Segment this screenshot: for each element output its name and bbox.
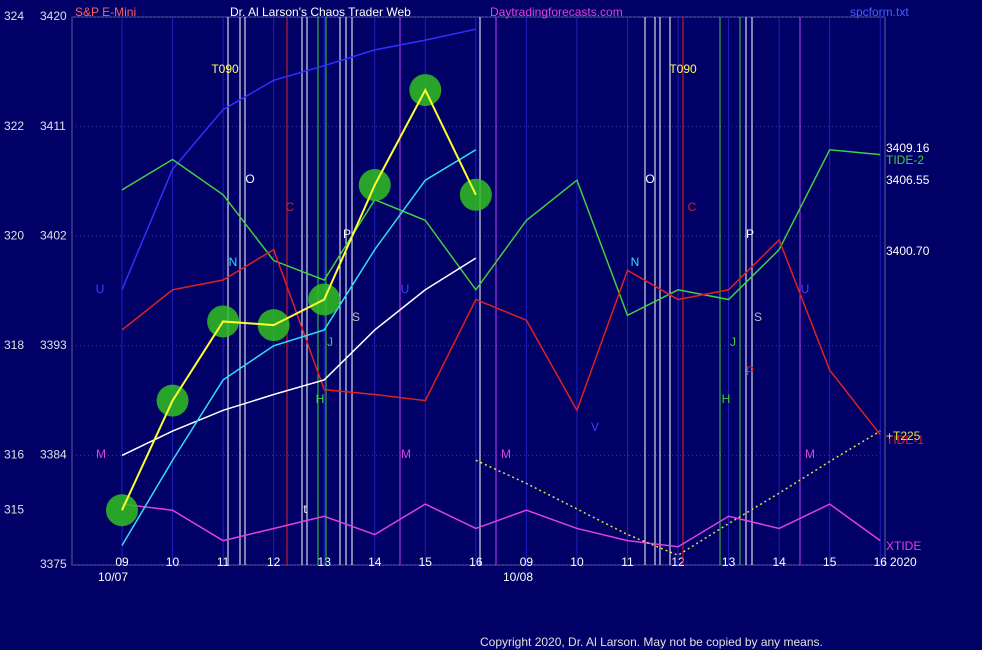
annotation: U	[401, 282, 410, 296]
y-tick-label: 3411	[40, 119, 66, 133]
date-label: 10/08	[503, 570, 533, 584]
y2-tick-label: 316	[4, 448, 24, 462]
x-tick-label: 12	[267, 555, 281, 569]
level-label: 3409.16	[886, 141, 930, 155]
annotation: J	[327, 335, 333, 349]
series-line	[121, 503, 881, 548]
series-line	[121, 148, 881, 317]
annotation: M	[805, 447, 815, 461]
annotation: J	[730, 335, 736, 349]
series-line	[121, 87, 477, 511]
annotation: P	[746, 227, 754, 241]
x-tick-label: 12	[671, 555, 685, 569]
annotation: O	[645, 172, 654, 186]
x-tick-label: 15	[823, 555, 837, 569]
annotation: H	[316, 392, 325, 406]
annotation: U	[801, 282, 810, 296]
legend-label: TIDE-2	[886, 153, 924, 167]
series-line	[121, 149, 477, 546]
legend-label: TIDE-1	[886, 433, 924, 447]
x-tick-label: 09	[115, 555, 129, 569]
plot-frame	[71, 16, 886, 566]
series-line	[121, 238, 881, 436]
x-tick-label: 13	[318, 555, 332, 569]
y-tick-label: 3402	[40, 228, 67, 242]
annotation: M	[501, 447, 511, 461]
copyright: Copyright 2020, Dr. Al Larson. May not b…	[480, 635, 823, 649]
annotation: P	[343, 227, 351, 241]
x-tick-label: 16	[469, 555, 483, 569]
y2-tick-label: 322	[4, 119, 24, 133]
year-label: 2020	[890, 555, 917, 569]
site: Daytradingforecasts.com	[490, 5, 623, 19]
y-tick-label: 3375	[40, 557, 67, 571]
file-name: spcform.txt	[850, 5, 909, 19]
annotation: H	[722, 392, 731, 406]
y2-tick-label: 318	[4, 338, 24, 352]
level-label: 3400.70	[886, 244, 930, 258]
x-tick-label: 09	[520, 555, 534, 569]
legend-label: XTIDE	[886, 539, 921, 553]
x-tick-label: 13	[722, 555, 736, 569]
series-line	[121, 28, 477, 291]
x-tick-label: 14	[772, 555, 786, 569]
x-tick-label: 15	[419, 555, 433, 569]
legend-label: +T225	[886, 429, 921, 443]
annotation: N	[229, 255, 238, 269]
annotation: T090	[211, 62, 239, 76]
annotation: M	[401, 447, 411, 461]
annotation: S	[352, 310, 360, 324]
series-line	[475, 430, 881, 557]
y-tick-label: 3420	[40, 9, 67, 23]
y2-tick-label: 320	[4, 228, 24, 242]
annotation: V	[591, 420, 599, 434]
annotation: O	[245, 172, 254, 186]
annotation: C	[286, 200, 295, 214]
date-label: 10/07	[98, 570, 128, 584]
annotation: T090	[669, 62, 697, 76]
x-tick-label: 10	[570, 555, 584, 569]
level-label: 3406.55	[886, 173, 930, 187]
x-tick-label: 10	[166, 555, 180, 569]
annotation: t	[303, 502, 307, 516]
x-tick-label: 11	[217, 555, 230, 569]
annotation: U	[96, 282, 105, 296]
annotation: C	[688, 200, 697, 214]
annotation: M	[96, 447, 106, 461]
symbol: S&P E-Mini	[75, 5, 136, 19]
y-tick-label: 3393	[40, 338, 67, 352]
y2-tick-label: 324	[4, 9, 24, 23]
y-tick-label: 3384	[40, 448, 67, 462]
y2-tick-label: 315	[4, 502, 24, 516]
annotation: S	[754, 310, 762, 324]
x-tick-label: 14	[368, 555, 382, 569]
annotation: P	[746, 364, 754, 378]
chart-title: Dr. Al Larson's Chaos Trader Web	[230, 5, 411, 19]
series-line	[121, 257, 477, 457]
x-tick-label: 16	[874, 555, 888, 569]
annotation: N	[631, 255, 640, 269]
x-tick-label: 11	[621, 555, 634, 569]
